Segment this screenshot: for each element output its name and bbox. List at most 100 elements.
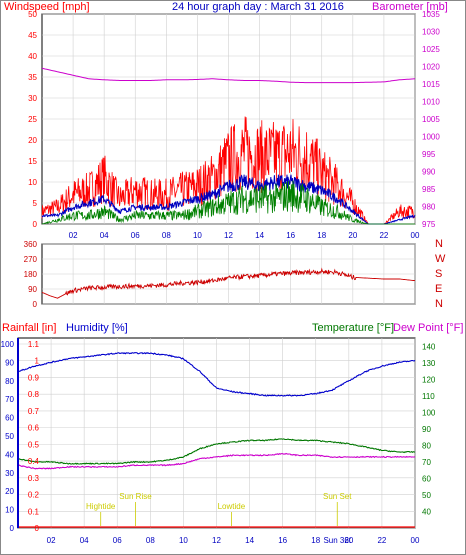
- windspeed-tick-label: 25: [28, 115, 37, 124]
- humidity-tick-label: 10: [5, 506, 14, 515]
- annotation-label: Lowtide: [218, 502, 246, 511]
- humidity-tick-label: 20: [5, 487, 14, 496]
- humidity-tick-label: 40: [5, 450, 14, 459]
- barometer-tick-label: 995: [422, 150, 436, 159]
- temperature-axis-title: Temperature [°F]: [312, 322, 394, 334]
- rainfall-tick-label: 0.5: [28, 440, 40, 449]
- climate-x-tick-label: 22: [377, 536, 386, 545]
- humidity-tick-label: 0: [10, 524, 15, 533]
- wind-x-tick-label: 04: [100, 231, 109, 240]
- windspeed-tick-label: 50: [28, 10, 37, 19]
- rainfall-tick-label: 0.6: [28, 424, 40, 433]
- windspeed-tick-label: 15: [28, 157, 37, 166]
- compass-label: E: [435, 283, 442, 295]
- climate-x-tick-label: 08: [146, 536, 155, 545]
- windspeed-tick-label: 40: [28, 52, 37, 61]
- compass-label: S: [435, 268, 442, 280]
- barometer-tick-label: 1020: [422, 63, 440, 72]
- average-series: [41, 174, 416, 225]
- climate-x-tick-label: 06: [113, 536, 122, 545]
- wind-axis-labels: 0510152025303540455097598098599099510001…: [28, 10, 440, 240]
- climate-x-tick-label: 10: [179, 536, 188, 545]
- sun-marker-label: Sun 36t: [323, 536, 351, 545]
- climate-x-tick-label: 12: [212, 536, 221, 545]
- windspeed-tick-label: 10: [28, 178, 37, 187]
- rainfall-tick-label: 0: [35, 524, 40, 533]
- rainfall-tick-label: 0.7: [28, 407, 40, 416]
- rainfall-tick-label: 0.9: [28, 373, 40, 382]
- humidity-tick-label: 30: [5, 469, 14, 478]
- wind-x-tick-label: 10: [193, 231, 202, 240]
- rainfall-tick-label: 0.8: [28, 390, 40, 399]
- humidity-tick-label: 100: [1, 340, 15, 349]
- direction-gridlines: [42, 243, 416, 305]
- windspeed-tick-label: 35: [28, 73, 37, 82]
- rainfall-tick-label: 0.4: [28, 457, 40, 466]
- wind-x-tick-label: 00: [411, 231, 420, 240]
- graph-date-title: 24 hour graph day : March 31 2016: [172, 1, 344, 13]
- temperature-tick-label: 140: [422, 342, 436, 351]
- climate-x-tick-label: 04: [80, 536, 89, 545]
- compass-label: N: [435, 298, 443, 310]
- temperature-tick-label: 60: [422, 474, 431, 483]
- humidity-tick-label: 60: [5, 414, 14, 423]
- annotation-label: Hightide: [86, 502, 116, 511]
- barometer-tick-label: 1000: [422, 133, 440, 142]
- climate-x-tick-label: 20: [344, 536, 353, 545]
- rainfall-tick-label: 1.1: [28, 340, 40, 349]
- direction-tick-label: 90: [28, 285, 37, 294]
- climate-series: [17, 352, 416, 528]
- temperature-tick-label: 90: [422, 425, 431, 434]
- climate-gridlines: [18, 338, 416, 529]
- barometer-tick-label: 1005: [422, 115, 440, 124]
- barometer-title: Barometer [mb]: [372, 1, 448, 13]
- temperature-tick-label: 50: [422, 491, 431, 500]
- annotation-label: Sun Rise: [119, 492, 152, 501]
- humidity-tick-label: 80: [5, 377, 14, 386]
- barometer-tick-label: 1015: [422, 80, 440, 89]
- barometer-tick-label: 980: [422, 203, 436, 212]
- barometer-tick-label: 1025: [422, 45, 440, 54]
- wind-x-tick-label: 14: [255, 231, 264, 240]
- temperature-tick-label: 80: [422, 441, 431, 450]
- rainfall-tick-label: 0.1: [28, 507, 40, 516]
- dewpoint-line: [17, 452, 416, 470]
- wind-x-tick-label: 08: [162, 231, 171, 240]
- direction-tick-label: 0: [33, 300, 38, 309]
- wind-x-tick-label: 16: [286, 231, 295, 240]
- windspeed-title: Windspeed [mph]: [4, 1, 90, 13]
- humidity-tick-label: 90: [5, 358, 14, 367]
- wind-x-tick-label: 20: [348, 231, 357, 240]
- temperature-tick-label: 40: [422, 507, 431, 516]
- humidity-tick-label: 70: [5, 395, 14, 404]
- wind-x-tick-label: 18: [317, 231, 326, 240]
- barometer-tick-label: 1010: [422, 98, 440, 107]
- climate-x-tick-label: 02: [47, 536, 56, 545]
- barometer-line: [41, 67, 416, 84]
- temperature-tick-label: 110: [422, 392, 435, 401]
- rainfall-tick-label: 0.2: [28, 491, 40, 500]
- humidity-line: [17, 352, 416, 397]
- temperature-tick-label: 120: [422, 375, 436, 384]
- temperature-line: [17, 438, 416, 465]
- wind-series: [41, 67, 416, 225]
- barometer-tick-label: 1030: [422, 28, 440, 37]
- temperature-tick-label: 70: [422, 458, 431, 467]
- humidity-tick-label: 50: [5, 432, 14, 441]
- windspeed-tick-label: 30: [28, 94, 37, 103]
- climate-axis-labels: 0 0.1 0.2 0.3 0.4 0.5 0.6 0.7 0.8 0.9 1 1.1 0 10 20 30 4…: [1, 338, 436, 545]
- climate-x-tick-label: 16: [278, 536, 287, 545]
- direction-tick-label: 270: [24, 255, 38, 264]
- windspeed-tick-label: 45: [28, 31, 37, 40]
- windspeed-tick-label: 0: [33, 220, 38, 229]
- climate-x-tick-label: 00: [411, 536, 420, 545]
- rainfall-axis-title: Rainfall [in]: [2, 322, 56, 334]
- climate-x-tick-label: 14: [245, 536, 254, 545]
- direction-tick-label: 180: [24, 270, 38, 279]
- wind-x-tick-label: 06: [131, 231, 140, 240]
- direction-line: [41, 267, 416, 299]
- wind-x-tick-label: 02: [69, 231, 78, 240]
- temperature-tick-label: 130: [422, 359, 436, 368]
